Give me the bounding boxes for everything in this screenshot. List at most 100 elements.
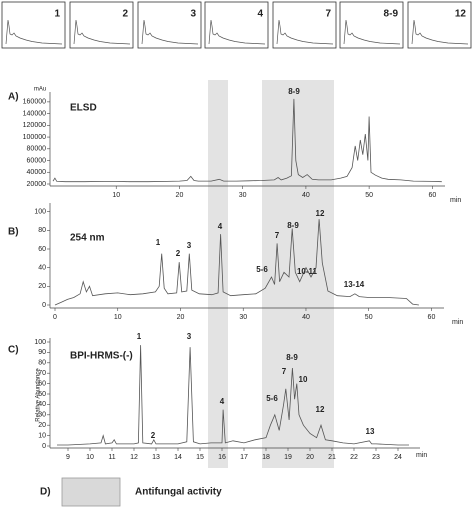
thumb-label: 12 — [455, 9, 467, 20]
x-tick-label: 18 — [262, 454, 270, 461]
uv-spectra: 1 2 3 4 7 8-9 12 — [1, 1, 472, 49]
x-tick-label: 0 — [53, 314, 57, 321]
y-tick-label: 100 — [34, 339, 46, 346]
y-tick-label: 40 — [38, 265, 46, 272]
y-tick-label: 40000 — [27, 169, 47, 176]
thumb-box — [1, 1, 66, 49]
panel-label: C) — [8, 345, 19, 356]
y-tick-label: 160000 — [23, 99, 46, 106]
x-tick-label: 24 — [394, 454, 402, 461]
x-tick-label: 50 — [365, 192, 373, 199]
legend-label: D) — [40, 487, 51, 498]
peak-label: 7 — [282, 367, 287, 376]
x-tick-label: 20 — [306, 454, 314, 461]
peak-label: 5-6 — [256, 265, 268, 274]
y-tick-label: 80000 — [27, 146, 47, 153]
trace — [54, 219, 419, 306]
peak-label: 10 — [299, 375, 308, 384]
x-tick-label: 22 — [350, 454, 358, 461]
x-tick-label: 30 — [239, 314, 247, 321]
peak-label: 13 — [366, 427, 375, 436]
panel-title: 254 nm — [70, 233, 105, 244]
peak-label: 1 — [137, 332, 142, 341]
peak-label: 2 — [176, 249, 181, 258]
x-tick-label: 15 — [196, 454, 204, 461]
peak-label: 13-14 — [344, 280, 365, 289]
thumb-box — [137, 1, 202, 49]
x-tick-label: 23 — [372, 454, 380, 461]
y-tick-label: 60 — [38, 246, 46, 253]
peak-label: 1 — [156, 238, 161, 247]
thumb-box — [339, 1, 404, 49]
thumb-label: 8-9 — [384, 9, 399, 20]
x-tick-label: 16 — [218, 454, 226, 461]
thumb-box — [69, 1, 134, 49]
x-tick-label: 60 — [428, 192, 436, 199]
trace — [52, 98, 442, 183]
y-tick-label: 30 — [38, 412, 46, 419]
peak-label: 8-9 — [286, 353, 298, 362]
peak-label: 3 — [187, 332, 192, 341]
y-tick-label: 0 — [42, 443, 46, 450]
y-tick-label: 40 — [38, 401, 46, 408]
thumb-box — [407, 1, 472, 49]
peak-label: 10-11 — [297, 267, 318, 276]
y-axis-label: Relative Abundance — [36, 368, 42, 422]
x-tick-label: 40 — [302, 314, 310, 321]
thumb-label: 7 — [325, 9, 331, 20]
y-tick-label: 140000 — [23, 110, 46, 117]
panel-label: A) — [8, 92, 19, 103]
x-axis-unit: min — [450, 197, 461, 204]
y-tick-label: 20 — [38, 283, 46, 290]
x-tick-label: 21 — [328, 454, 336, 461]
y-tick-label: 50 — [38, 391, 46, 398]
peak-label: 12 — [316, 209, 325, 218]
y-tick-label: 80 — [38, 360, 46, 367]
thumb-label: 1 — [54, 9, 60, 20]
y-tick-label: 100 — [34, 209, 46, 216]
panel-title: BPI-HRMS-(-) — [70, 351, 133, 362]
peak-label: 8-9 — [288, 87, 300, 96]
y-tick-label: 80 — [38, 227, 46, 234]
x-tick-label: 9 — [66, 454, 70, 461]
x-tick-label: 10 — [112, 192, 120, 199]
y-tick-label: 90 — [38, 349, 46, 356]
x-tick-label: 50 — [365, 314, 373, 321]
x-tick-label: 13 — [152, 454, 160, 461]
x-tick-label: 20 — [176, 192, 184, 199]
panel-label: B) — [8, 227, 19, 238]
x-tick-label: 12 — [130, 454, 138, 461]
thumb-label: 3 — [190, 9, 196, 20]
y-tick-label: 20 — [38, 422, 46, 429]
peak-label: 5-6 — [266, 394, 278, 403]
trace — [57, 345, 409, 446]
x-axis-unit: min — [452, 319, 463, 326]
x-tick-label: 60 — [428, 314, 436, 321]
x-axis-unit: min — [416, 452, 427, 459]
x-tick-label: 17 — [240, 454, 248, 461]
y-tick-label: 60000 — [27, 157, 47, 164]
x-tick-label: 11 — [108, 454, 115, 461]
peak-label: 4 — [218, 222, 223, 231]
legend-text: Antifungal activity — [135, 487, 222, 498]
y-tick-label: 0 — [42, 302, 46, 309]
peak-label: 4 — [220, 397, 225, 406]
legend-swatch — [61, 477, 121, 507]
x-tick-label: 14 — [174, 454, 182, 461]
thumb-label: 2 — [122, 9, 128, 20]
panel-title: ELSD — [70, 103, 97, 114]
y-tick-label: 10 — [38, 432, 46, 439]
x-tick-label: 19 — [284, 454, 292, 461]
shaded-band — [208, 80, 228, 468]
x-tick-label: 20 — [177, 314, 185, 321]
x-tick-label: 10 — [86, 454, 94, 461]
x-tick-label: 40 — [302, 192, 310, 199]
peak-label: 3 — [187, 241, 192, 250]
x-tick-label: 30 — [239, 192, 247, 199]
peak-label: 7 — [275, 231, 280, 240]
y-tick-label: 100000 — [23, 134, 46, 141]
peak-label: 12 — [316, 405, 325, 414]
y-tick-label: 120000 — [23, 122, 46, 129]
thumb-box — [204, 1, 269, 49]
y-tick-label: 20000 — [27, 181, 47, 188]
